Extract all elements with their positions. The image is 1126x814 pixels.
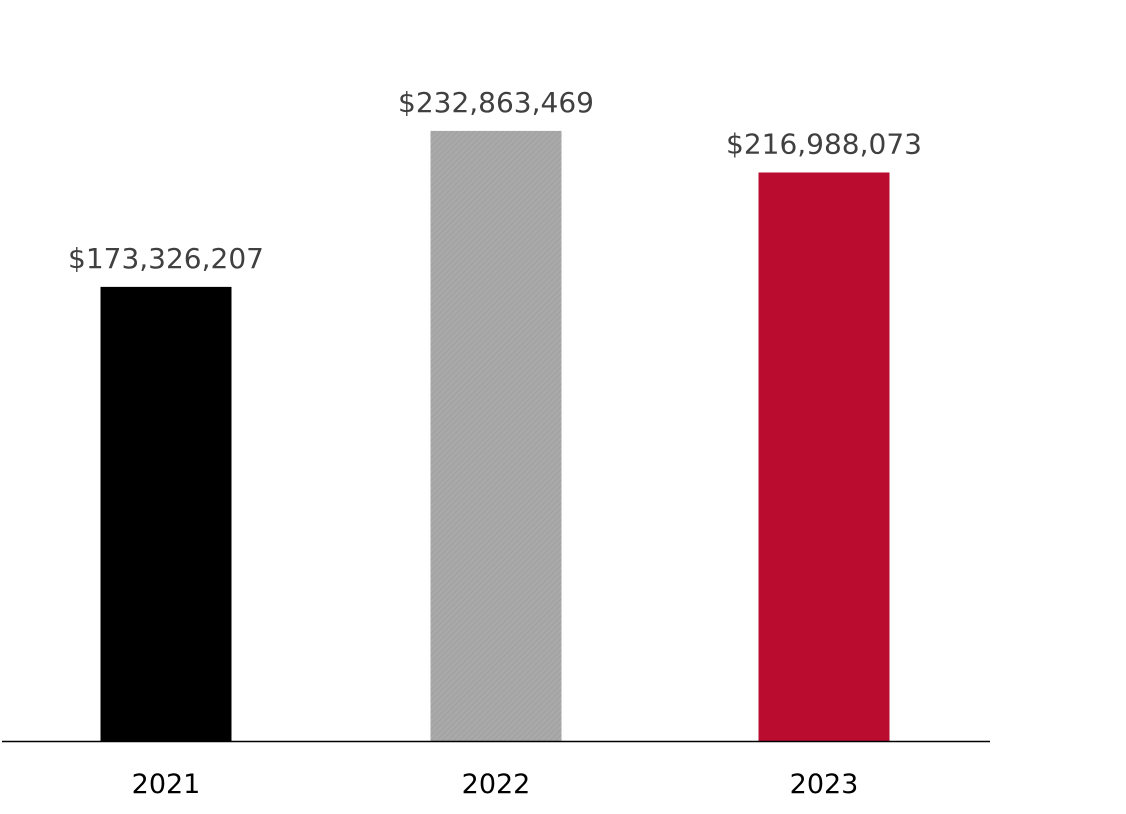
bar-2023 (758, 172, 890, 742)
data-label-2023: $216,988,073 (726, 127, 922, 160)
bar-2021 (100, 286, 232, 741)
bar-2022 (430, 130, 562, 741)
data-label-2021: $173,326,207 (68, 242, 264, 275)
x-tick-label-2023: 2023 (790, 769, 859, 800)
x-tick-labels-group: 2021 2022 2023 (132, 769, 859, 800)
x-tick-label-2022: 2022 (462, 769, 531, 800)
x-tick-label-2021: 2021 (132, 769, 201, 800)
data-labels-group: $173,326,207 $232,863,469 $216,988,073 (68, 86, 922, 275)
bars-group (100, 130, 890, 742)
data-label-2022: $232,863,469 (398, 86, 594, 119)
